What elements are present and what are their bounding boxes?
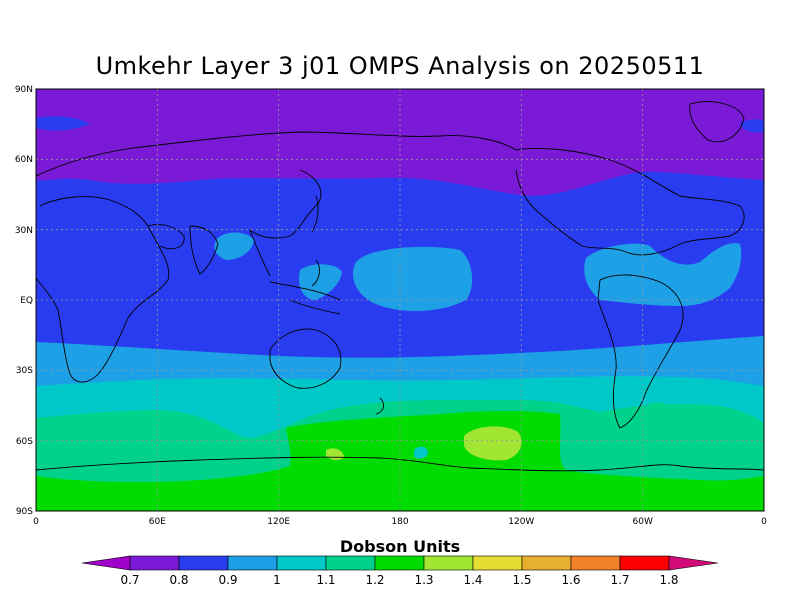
south-america-coast [597, 274, 684, 429]
map-title: Umkehr Layer 3 j01 OMPS Analysis on 2025… [95, 52, 705, 80]
north-america-coast [515, 148, 745, 256]
lon-label: 60W [633, 517, 653, 527]
colorbar-swatch [619, 555, 670, 571]
band-0p9-1-atlantic [584, 243, 742, 306]
band-0p7-0p8-north [36, 89, 764, 196]
seasia-coast [249, 229, 341, 315]
colorbar-swatch [374, 555, 425, 571]
colorbar-level-label: 1 [273, 573, 281, 587]
colorbar-arrow-low [81, 555, 131, 571]
colorbar-level-label: 1.2 [365, 573, 384, 587]
band-1p3-1p4-south [464, 426, 522, 461]
colorbar-arrow-high [668, 555, 719, 571]
colorbar: 0.7 0.8 0.9 1 1.1 1.2 1.3 1.4 1.5 1.6 1.7 1.8 [81, 555, 719, 587]
band-0p9-1-pacific [352, 246, 473, 312]
band-0p9-1-wpac [298, 264, 342, 300]
colorbar-swatch [521, 555, 572, 571]
colorbar-level-label: 0.8 [169, 573, 188, 587]
colorbar-swatch [570, 555, 621, 571]
arabia-coast [147, 224, 185, 250]
africa-coast [36, 196, 170, 383]
lon-axis: 0 60E 120E 180 120W 60W 0 [33, 517, 767, 527]
colorbar-level-label: 0.7 [120, 573, 139, 587]
lat-label: EQ [20, 296, 33, 306]
colorbar-level-label: 0.9 [218, 573, 237, 587]
colorbar-title: Dobson Units [339, 537, 461, 556]
gridlines [36, 89, 764, 511]
colorbar-swatch [129, 555, 180, 571]
band-1p1-patch-atl [648, 402, 672, 417]
lat-label: 30N [15, 226, 33, 236]
colorbar-level-label: 1.1 [316, 573, 335, 587]
japan-coast [311, 195, 319, 233]
coastlines [36, 101, 764, 472]
colorbar-level-label: 1.6 [561, 573, 580, 587]
colorbar-swatch [325, 555, 376, 571]
colorbar-level-label: 1.5 [512, 573, 531, 587]
colorbar-level-label: 1.8 [659, 573, 678, 587]
india-coast [189, 225, 219, 275]
colorbar-swatch [423, 555, 474, 571]
band-1p1-patch-indian [414, 446, 428, 459]
band-0p9-1-india [214, 232, 254, 260]
map-frame [35, 88, 765, 512]
lat-label: 60S [16, 437, 33, 447]
australia-coast [269, 328, 342, 389]
eurasia-coast [36, 131, 517, 239]
colorbar-swatch [178, 555, 229, 571]
colorbar-level-label: 1.4 [463, 573, 482, 587]
colorbar-swatch [276, 555, 327, 571]
lon-label: 60E [149, 517, 166, 527]
lat-axis: 90N 60N 30N EQ 30S 60S 90S [15, 85, 33, 517]
lat-label: 90N [15, 85, 33, 95]
colorbar-level-label: 1.7 [610, 573, 629, 587]
lat-label: 90S [16, 507, 33, 517]
antarctica-coast [36, 456, 764, 472]
lat-label: 60N [15, 155, 33, 165]
nz-coast [375, 397, 384, 415]
lon-label: 120W [508, 517, 534, 527]
lon-label: 0 [33, 517, 39, 527]
colorbar-level-label: 1.3 [414, 573, 433, 587]
greenland-coast [689, 101, 745, 143]
lon-label: 180 [391, 517, 408, 527]
lon-label: 0 [761, 517, 767, 527]
lat-label: 30S [16, 366, 33, 376]
colorbar-swatch [472, 555, 523, 571]
lon-label: 120E [267, 517, 290, 527]
colorbar-swatch [227, 555, 278, 571]
